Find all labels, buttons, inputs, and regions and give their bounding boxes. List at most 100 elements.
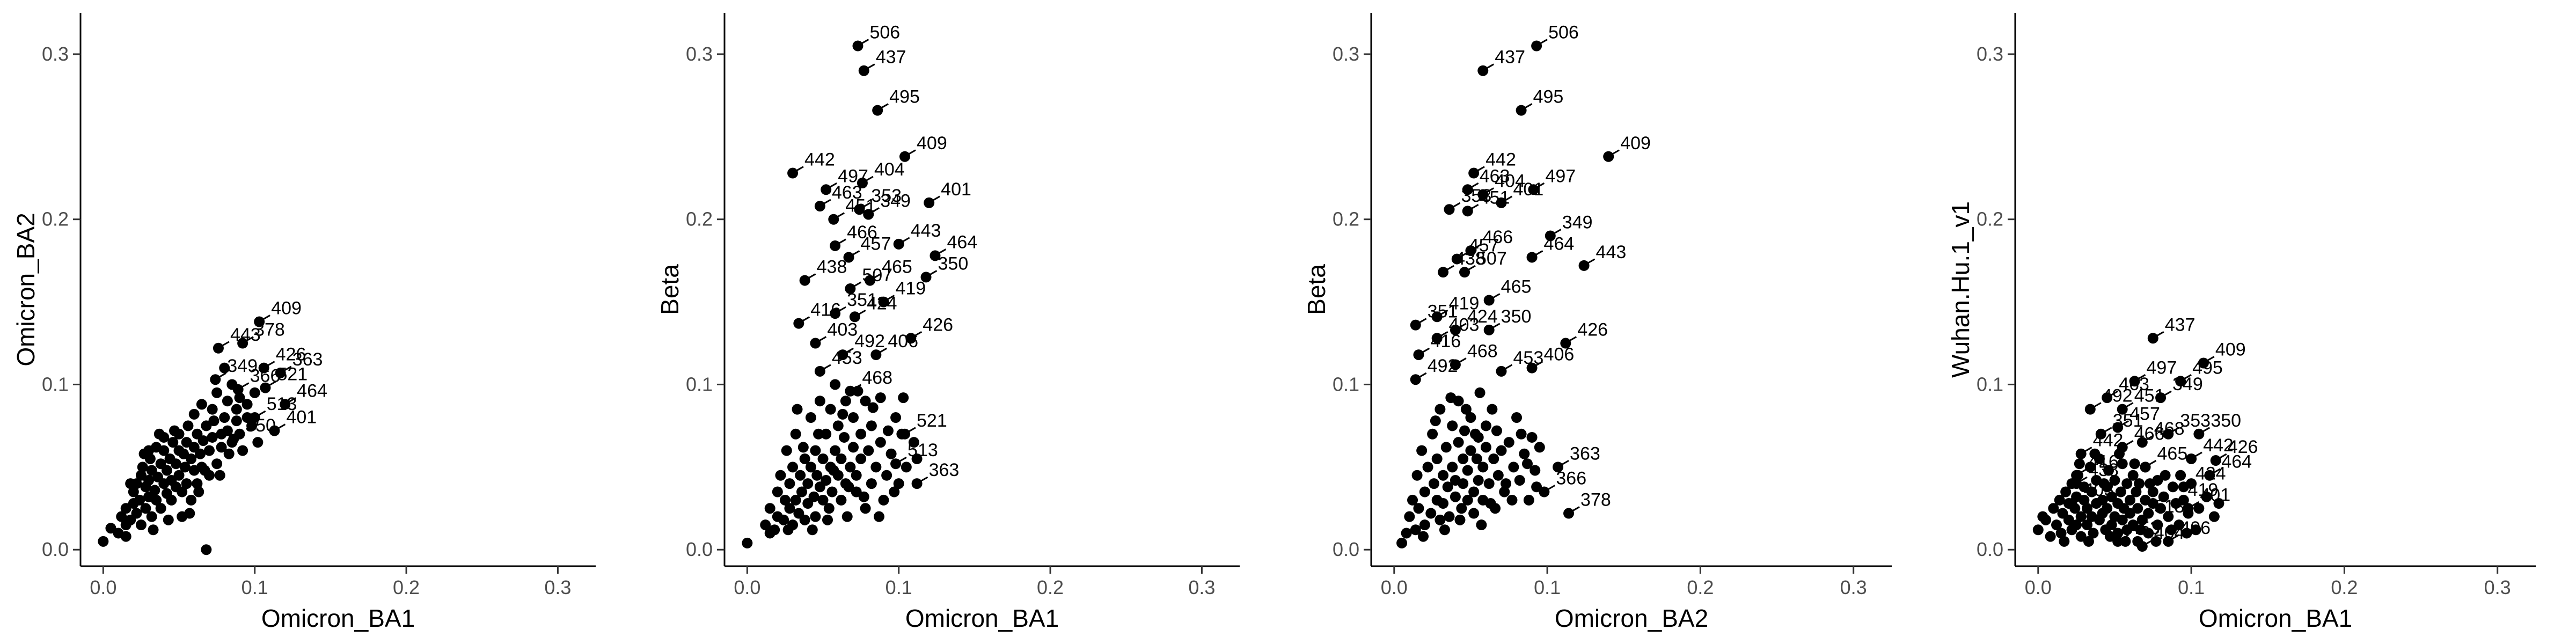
- data-point: [2129, 458, 2140, 470]
- data-point: [167, 437, 179, 448]
- data-point: [1488, 453, 1499, 464]
- labeled-point: [2198, 357, 2209, 369]
- point-label: 353: [2180, 411, 2211, 431]
- label-leader: [1439, 309, 1448, 316]
- labeled-point: [1483, 324, 1495, 335]
- label-leader: [867, 63, 875, 70]
- x-tick-label: 0.1: [2178, 576, 2205, 598]
- data-point: [116, 511, 127, 522]
- x-tick-label: 0.2: [2331, 576, 2358, 598]
- data-point: [2063, 514, 2074, 525]
- labeled-point: [275, 367, 286, 378]
- point-label: 378: [254, 320, 285, 340]
- labeled-point: [1477, 189, 1489, 200]
- label-leader: [1491, 323, 1501, 329]
- labeled-point: [924, 197, 935, 208]
- x-tick-label: 0.0: [1381, 576, 1408, 598]
- data-point: [779, 494, 791, 506]
- labeled-point: [2155, 392, 2167, 404]
- data-point: [1447, 462, 1458, 473]
- point-label: 426: [2228, 437, 2258, 457]
- data-point: [1503, 437, 1514, 448]
- label-leader: [266, 361, 275, 367]
- label-leader: [2137, 374, 2146, 380]
- labeled-point: [2163, 428, 2174, 440]
- data-point: [2071, 519, 2082, 531]
- point-label: 350: [2211, 411, 2241, 431]
- labeled-point: [793, 318, 804, 329]
- data-point: [893, 478, 904, 489]
- data-point: [2150, 536, 2162, 547]
- label-leader: [2171, 534, 2180, 540]
- data-point: [1454, 514, 1466, 525]
- label-leader: [1485, 187, 1495, 193]
- labeled-point: [843, 252, 854, 263]
- y-tick-label: 0.2: [1977, 208, 2003, 230]
- data-point: [790, 428, 801, 440]
- data-point: [201, 420, 212, 431]
- y-tick-label: 0.3: [1977, 43, 2003, 65]
- label-leader: [288, 397, 296, 403]
- data-point: [246, 420, 258, 431]
- point-label: 366: [1556, 469, 1586, 489]
- data-point: [1499, 486, 1510, 497]
- point-label: 497: [2147, 357, 2177, 378]
- labeled-point: [857, 177, 868, 188]
- x-tick-label: 0.0: [90, 576, 116, 598]
- data-point: [120, 503, 131, 514]
- data-point: [1431, 453, 1443, 464]
- data-point: [234, 392, 245, 404]
- data-point: [1413, 503, 1424, 514]
- point-label: 409: [1620, 133, 1651, 153]
- point-label: 506: [869, 23, 900, 43]
- data-point: [1511, 412, 1523, 423]
- data-point: [2084, 462, 2096, 473]
- data-point: [1450, 491, 1461, 502]
- label-leader: [807, 273, 816, 279]
- data-point: [875, 437, 886, 448]
- data-point: [848, 412, 859, 423]
- data-point: [2132, 503, 2143, 514]
- labeled-point: [852, 40, 863, 52]
- y-axis-title: Omicron_BA2: [12, 213, 40, 366]
- label-leader: [851, 250, 860, 256]
- data-point: [2155, 503, 2167, 514]
- data-point: [178, 448, 189, 459]
- data-point: [2213, 498, 2224, 509]
- data-point: [1407, 494, 1418, 506]
- label-leader: [838, 306, 846, 312]
- label-leader: [221, 341, 230, 347]
- labeled-point: [828, 214, 839, 225]
- data-point: [874, 511, 884, 522]
- point-label: 350: [938, 253, 969, 274]
- data-point: [222, 425, 233, 436]
- point-label: 457: [861, 233, 891, 254]
- y-axis-title: Beta: [1302, 264, 1330, 315]
- labeled-point: [810, 338, 821, 349]
- y-tick-label: 0.3: [686, 43, 713, 65]
- point-label: 464: [2221, 452, 2252, 472]
- label-leader: [829, 182, 837, 188]
- labeled-point: [1450, 324, 1461, 335]
- data-point: [138, 448, 150, 459]
- data-point: [1534, 442, 1545, 453]
- data-point: [155, 503, 166, 514]
- label-leader: [283, 365, 292, 372]
- labeled-point: [814, 365, 825, 377]
- data-point: [823, 503, 835, 514]
- label-leader: [2212, 468, 2221, 474]
- labeled-point: [2140, 462, 2151, 473]
- data-point: [2051, 519, 2062, 531]
- labeled-point: [858, 65, 869, 76]
- data-point: [2208, 511, 2220, 522]
- point-label: 401: [1513, 179, 1544, 200]
- data-point: [1430, 415, 1441, 427]
- data-point: [2037, 511, 2048, 522]
- data-point: [231, 404, 242, 415]
- point-label: 521: [277, 364, 308, 385]
- data-point: [2032, 524, 2044, 536]
- data-point: [207, 404, 218, 415]
- label-leader: [236, 431, 245, 438]
- label-leader: [2145, 539, 2154, 545]
- data-point: [1483, 478, 1495, 489]
